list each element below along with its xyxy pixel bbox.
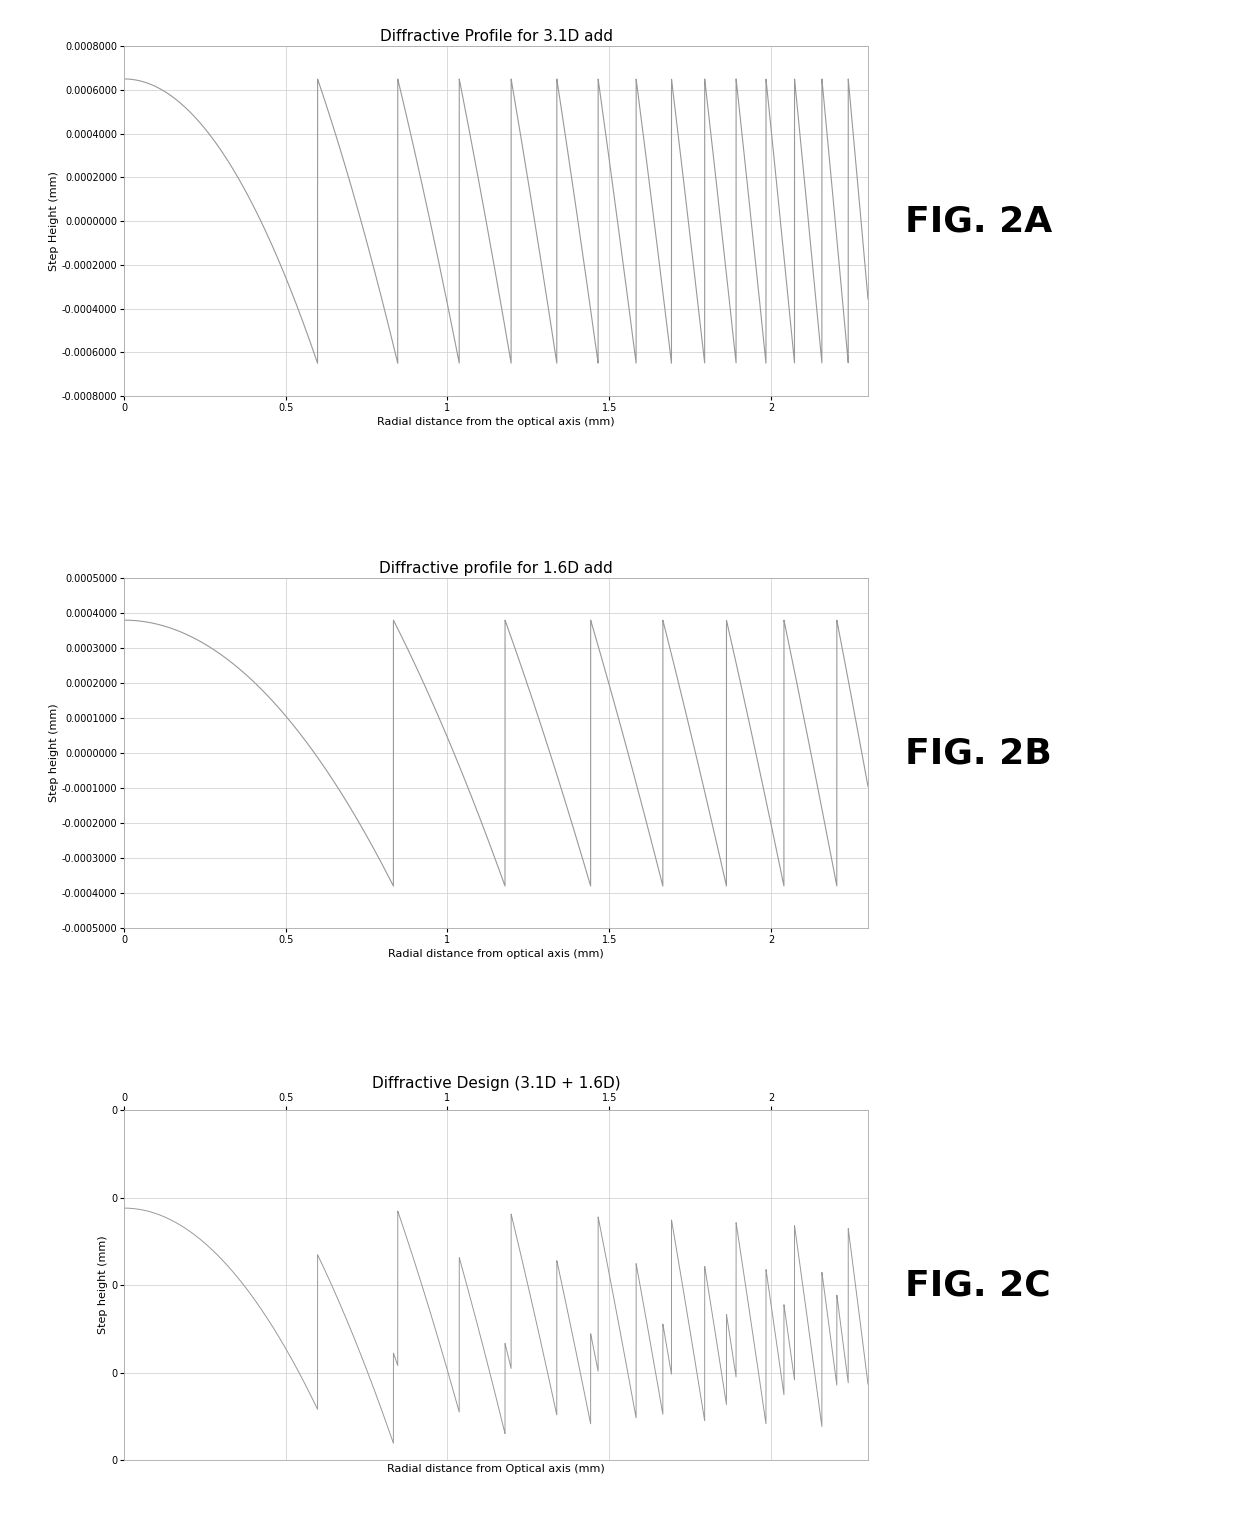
Text: FIG. 2B: FIG. 2B [905, 736, 1052, 770]
Title: Diffractive profile for 1.6D add: Diffractive profile for 1.6D add [379, 561, 613, 575]
Y-axis label: Step height (mm): Step height (mm) [98, 1236, 108, 1334]
X-axis label: Radial distance from optical axis (mm): Radial distance from optical axis (mm) [388, 950, 604, 959]
Y-axis label: Step Height (mm): Step Height (mm) [48, 171, 58, 271]
X-axis label: Radial distance from Optical axis (mm): Radial distance from Optical axis (mm) [387, 1465, 605, 1474]
Text: FIG. 2C: FIG. 2C [905, 1268, 1050, 1302]
X-axis label: Radial distance from the optical axis (mm): Radial distance from the optical axis (m… [377, 417, 615, 427]
Title: Diffractive Design (3.1D + 1.6D): Diffractive Design (3.1D + 1.6D) [372, 1076, 620, 1091]
Title: Diffractive Profile for 3.1D add: Diffractive Profile for 3.1D add [379, 29, 613, 43]
Y-axis label: Step height (mm): Step height (mm) [48, 704, 58, 802]
Text: FIG. 2A: FIG. 2A [905, 204, 1053, 238]
